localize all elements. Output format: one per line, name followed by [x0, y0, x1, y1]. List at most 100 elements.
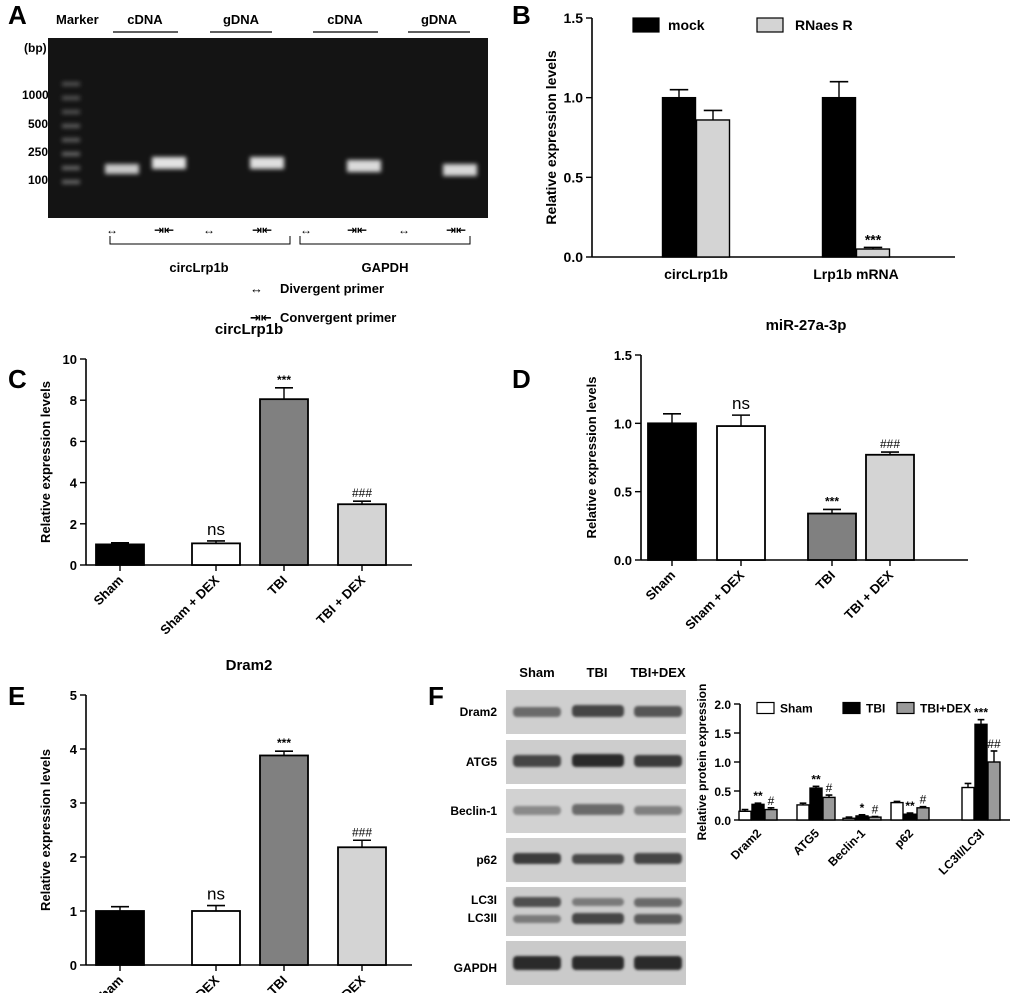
bar	[868, 816, 882, 821]
bar	[95, 543, 145, 566]
y-tick-label: 6	[70, 434, 77, 449]
y-tick-label: 1.0	[614, 416, 632, 431]
significance-label: **	[811, 772, 821, 786]
blot-bands	[513, 705, 682, 970]
primer-legend-label: Divergent primer	[280, 281, 384, 296]
bar	[764, 808, 778, 821]
lane-group-label: gDNA	[223, 12, 260, 27]
marker-label: Marker	[56, 12, 99, 27]
significance-label: ##	[987, 737, 1001, 751]
bar	[903, 813, 917, 821]
y-tick-label: 4	[70, 742, 78, 757]
lane-group-label: cDNA	[327, 12, 363, 27]
x-tick-label: Sham + DEX	[157, 972, 222, 993]
gene-label: circLrp1b	[169, 260, 228, 275]
chart-e: 0 1 2 3 4 5 Relative expression levels Dram2 Sha…	[38, 657, 412, 993]
divergent-primer-icon: ↔	[203, 223, 215, 237]
legend-label: mock	[668, 17, 705, 33]
x-tick-label: TBI	[813, 568, 838, 593]
y-tick-label: 1.5	[564, 10, 584, 26]
significance-label: #	[920, 793, 927, 807]
y-tick-label: 0.5	[714, 785, 731, 799]
bar	[855, 815, 869, 821]
bar	[337, 503, 387, 566]
y-tick-label: 0.0	[714, 814, 731, 828]
bar	[259, 754, 309, 966]
ladder-label: 100	[28, 173, 48, 187]
legend-label: Sham	[780, 702, 813, 716]
bar	[337, 846, 387, 966]
y-tick-label: 0	[70, 558, 77, 573]
bar	[916, 807, 930, 821]
significance-label: ***	[277, 736, 291, 750]
chart-title: circLrp1b	[215, 321, 283, 338]
y-tick-label: 10	[63, 352, 77, 367]
gene-label: GAPDH	[362, 260, 409, 275]
y-tick-label: 0.0	[614, 553, 632, 568]
divergent-primer-icon: ↔	[250, 281, 263, 296]
y-axis-label: Relative expression levels	[38, 749, 53, 911]
blot-row-label: ATG5	[466, 755, 497, 769]
x-tick-label: LC3II/LC3I	[936, 826, 987, 877]
ladder-label: 1000	[22, 88, 49, 102]
primer-arrows: ↔ ⇥⇤ ↔ ⇥⇤ ↔ ⇥⇤ ↔ ⇥⇤	[106, 223, 466, 237]
bar	[855, 248, 891, 258]
bar	[974, 723, 988, 821]
bar	[822, 796, 836, 821]
legend-label: RNaes R	[795, 17, 853, 33]
x-tick-label: Sham	[642, 568, 678, 604]
bp-label: (bp)	[24, 41, 47, 55]
significance-label: **	[753, 789, 763, 803]
significance-label: ns	[207, 885, 225, 904]
x-tick-label: Sham	[90, 973, 126, 993]
significance-label: ns	[207, 520, 225, 539]
panel-a: A Marker cDNA gDNA cDNA gDNA (bp) 1000 5…	[8, 0, 488, 325]
panel-letter-f: F	[428, 681, 444, 711]
divergent-primer-icon: ↔	[106, 223, 118, 237]
panel-f-blot: Sham TBI TBI+DEX Dram2 ATG5 Beclin-1 p62…	[450, 665, 686, 985]
blot-row-label: LC3II	[468, 911, 497, 925]
convergent-primer-icon: ⇥⇤	[154, 223, 174, 237]
x-tick-label: Sham + DEX	[157, 572, 222, 637]
blot-row-label: GAPDH	[454, 961, 497, 975]
x-tick-label: Lrp1b mRNA	[813, 266, 899, 282]
bar	[647, 422, 697, 561]
bar	[890, 801, 904, 821]
significance-label: ***	[974, 706, 988, 720]
bar	[987, 761, 1001, 821]
bar	[751, 803, 765, 821]
x-tick-label: TBI + DEX	[841, 567, 896, 622]
significance-label: ###	[352, 486, 372, 500]
x-tick-label: TBI + DEX	[313, 972, 368, 993]
significance-label: #	[768, 794, 775, 808]
bar	[961, 786, 975, 821]
x-tick-label: TBI + DEX	[313, 572, 368, 627]
divergent-primer-icon: ↔	[398, 223, 410, 237]
bar	[716, 425, 766, 561]
y-axis-label: Relative protein expression	[695, 684, 709, 841]
bar	[95, 910, 145, 966]
blot-row-label: Beclin-1	[450, 804, 497, 818]
legend-label: TBI+DEX	[920, 702, 971, 716]
lane-group-label: gDNA	[421, 12, 458, 27]
significance-label: #	[826, 781, 833, 795]
chart-c: 0 2 4 6 8 10 Relative expression levels circLrp…	[38, 321, 412, 638]
significance-label: ###	[880, 437, 900, 451]
blot-row-label: LC3I	[471, 893, 497, 907]
convergent-primer-icon: ⇥⇤	[250, 310, 272, 325]
chart-d: 0.0 0.5 1.0 1.5 Relative expression levels mi…	[584, 317, 968, 633]
y-tick-label: 0.0	[564, 249, 584, 265]
y-tick-label: 1.0	[714, 756, 731, 770]
gene-bracket	[299, 236, 471, 245]
x-tick-label: Sham	[90, 573, 126, 609]
y-tick-label: 4	[70, 476, 78, 491]
gene-bracket	[109, 236, 291, 245]
significance-label: ***	[865, 231, 882, 247]
convergent-primer-icon: ⇥⇤	[252, 223, 272, 237]
significance-label: #	[872, 803, 879, 817]
ladder-label: 250	[28, 145, 48, 159]
y-tick-label: 1.0	[564, 90, 584, 106]
chart-f: 0.0 0.5 1.0 1.5 2.0 Relative protein expressi…	[695, 684, 1010, 878]
significance-label: ***	[825, 494, 839, 508]
